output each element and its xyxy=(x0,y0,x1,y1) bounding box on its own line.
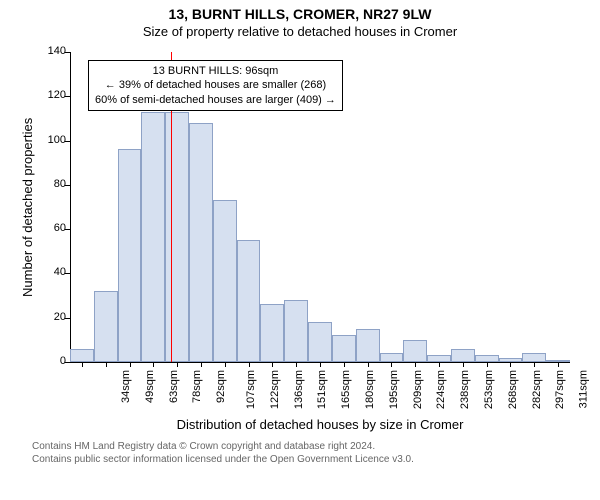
x-tick-label: 180sqm xyxy=(364,370,376,409)
histogram-bar xyxy=(70,349,94,362)
x-tick-mark xyxy=(201,362,202,367)
x-tick-mark xyxy=(510,362,511,367)
histogram-bar xyxy=(451,349,475,362)
x-tick-label: 34sqm xyxy=(120,370,132,403)
histogram-bar xyxy=(380,353,404,362)
x-tick-mark xyxy=(130,362,131,367)
x-axis-label: Distribution of detached houses by size … xyxy=(70,417,570,432)
x-tick-mark xyxy=(225,362,226,367)
x-tick-label: 195sqm xyxy=(388,370,400,409)
chart-title-subtitle: Size of property relative to detached ho… xyxy=(0,22,600,39)
x-tick-mark xyxy=(296,362,297,367)
x-tick-mark xyxy=(439,362,440,367)
y-tick-mark xyxy=(65,362,70,363)
y-tick-label: 120 xyxy=(38,89,66,101)
x-tick-mark xyxy=(368,362,369,367)
x-tick-mark xyxy=(272,362,273,367)
x-tick-mark xyxy=(534,362,535,367)
x-tick-mark xyxy=(249,362,250,367)
x-tick-label: 311sqm xyxy=(578,370,590,408)
histogram-bar xyxy=(237,240,261,362)
y-tick-label: 0 xyxy=(38,355,66,367)
y-tick-mark xyxy=(65,52,70,53)
y-axis-label: Number of detached properties xyxy=(20,118,35,297)
y-tick-label: 40 xyxy=(38,266,66,278)
histogram-plot: 02040608010012014034sqm49sqm63sqm78sqm92… xyxy=(70,52,570,362)
histogram-bar xyxy=(522,353,546,362)
x-tick-label: 63sqm xyxy=(168,370,180,403)
y-tick-mark xyxy=(65,96,70,97)
x-tick-label: 165sqm xyxy=(340,370,352,409)
histogram-bar xyxy=(427,355,451,362)
x-tick-label: 224sqm xyxy=(436,370,448,409)
y-tick-label: 60 xyxy=(38,222,66,234)
histogram-bar xyxy=(165,112,189,362)
histogram-bar xyxy=(94,291,118,362)
y-tick-mark xyxy=(65,185,70,186)
x-tick-label: 297sqm xyxy=(555,370,567,409)
footer-line-1: Contains HM Land Registry data © Crown c… xyxy=(32,440,414,453)
chart-title-address: 13, BURNT HILLS, CROMER, NR27 9LW xyxy=(0,0,600,22)
y-tick-label: 140 xyxy=(38,45,66,57)
x-tick-mark xyxy=(487,362,488,367)
x-tick-mark xyxy=(82,362,83,367)
footer-attribution: Contains HM Land Registry data © Crown c… xyxy=(32,440,414,466)
x-tick-mark xyxy=(558,362,559,367)
x-tick-mark xyxy=(320,362,321,367)
info-box-line-2: ← 39% of detached houses are smaller (26… xyxy=(95,78,336,92)
y-tick-mark xyxy=(65,318,70,319)
y-tick-mark xyxy=(65,141,70,142)
x-tick-label: 268sqm xyxy=(507,370,519,409)
histogram-bar xyxy=(213,200,237,362)
x-tick-label: 49sqm xyxy=(144,370,156,403)
y-tick-mark xyxy=(65,229,70,230)
x-tick-mark xyxy=(344,362,345,367)
histogram-bar xyxy=(475,355,499,362)
x-tick-mark xyxy=(153,362,154,367)
histogram-bar xyxy=(356,329,380,362)
x-tick-label: 107sqm xyxy=(245,370,257,409)
x-tick-label: 78sqm xyxy=(191,370,203,403)
x-tick-mark xyxy=(415,362,416,367)
histogram-bar xyxy=(260,304,284,362)
info-box: 13 BURNT HILLS: 96sqm← 39% of detached h… xyxy=(88,60,343,111)
x-tick-label: 136sqm xyxy=(293,370,305,409)
info-box-line-3: 60% of semi-detached houses are larger (… xyxy=(95,93,336,107)
histogram-bar xyxy=(189,123,213,362)
info-box-line-1: 13 BURNT HILLS: 96sqm xyxy=(95,64,336,78)
histogram-bar xyxy=(141,112,165,362)
histogram-bar xyxy=(403,340,427,362)
footer-line-2: Contains public sector information licen… xyxy=(32,453,414,466)
y-axis xyxy=(70,52,71,362)
y-tick-mark xyxy=(65,273,70,274)
x-tick-label: 151sqm xyxy=(317,370,329,409)
histogram-bar xyxy=(308,322,332,362)
x-tick-mark xyxy=(177,362,178,367)
x-tick-mark xyxy=(391,362,392,367)
x-tick-label: 122sqm xyxy=(269,370,281,409)
histogram-bar xyxy=(332,335,356,362)
x-tick-label: 282sqm xyxy=(531,370,543,409)
histogram-bar xyxy=(118,149,142,362)
histogram-bar xyxy=(284,300,308,362)
x-tick-label: 253sqm xyxy=(483,370,495,409)
x-tick-mark xyxy=(106,362,107,367)
x-tick-label: 209sqm xyxy=(412,370,424,409)
y-tick-label: 20 xyxy=(38,311,66,323)
x-tick-label: 92sqm xyxy=(215,370,227,403)
x-tick-label: 238sqm xyxy=(459,370,471,409)
y-tick-label: 100 xyxy=(38,134,66,146)
y-tick-label: 80 xyxy=(38,178,66,190)
x-tick-mark xyxy=(463,362,464,367)
